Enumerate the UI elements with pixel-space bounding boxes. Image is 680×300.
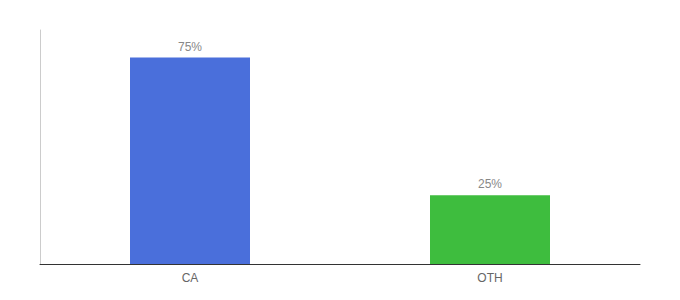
svg-text:CA: CA <box>182 271 199 285</box>
svg-text:25%: 25% <box>478 177 502 191</box>
svg-text:75%: 75% <box>178 40 202 54</box>
svg-text:OTH: OTH <box>477 271 502 285</box>
